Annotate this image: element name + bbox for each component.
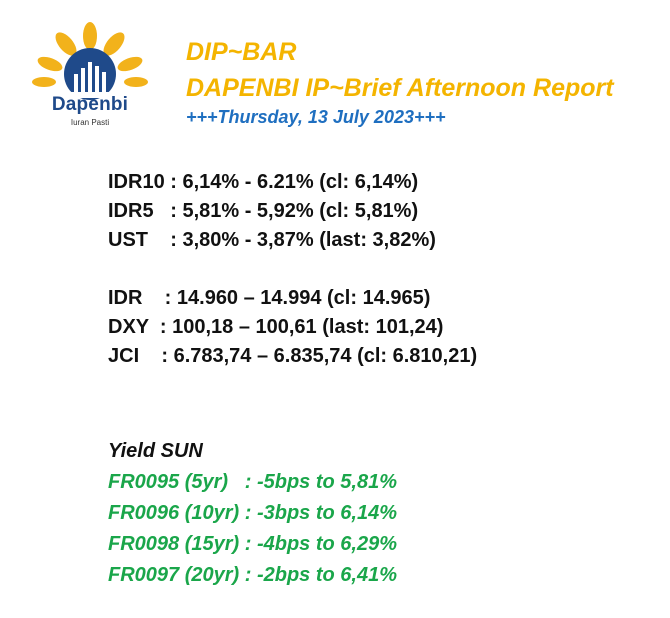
rate-row-idr5: IDR5 : 5,81% - 5,92% (cl: 5,81%)	[108, 200, 419, 222]
yield-row-fr0095: FR0095 (5yr) : -5bps to 5,81%	[108, 471, 397, 493]
sunburst-logo-icon	[32, 22, 148, 100]
rate-row-ust: UST : 3,80% - 3,87% (last: 3,82%)	[108, 229, 436, 251]
market-row-idr: IDR : 14.960 – 14.994 (cl: 14.965)	[108, 287, 431, 309]
report-title: DAPENBI IP~Brief Afternoon Report	[186, 74, 614, 102]
spacer	[108, 255, 477, 284]
logo-name: Dapenbi	[51, 94, 129, 115]
yield-heading: Yield SUN	[108, 440, 203, 462]
market-row-dxy: DXY : 100,18 – 100,61 (last: 101,24)	[108, 316, 444, 338]
logo-tagline: Iuran Pasti	[70, 118, 110, 127]
dapenbi-logo: Dapenbi Iuran Pasti	[28, 22, 164, 132]
report-date: +++Thursday, 13 July 2023+++	[186, 107, 446, 127]
rate-row-idr10: IDR10 : 6,14% - 6.21% (cl: 6,14%)	[108, 171, 419, 193]
yield-sun-block: Yield SUN FR0095 (5yr) : -5bps to 5,81% …	[108, 436, 397, 591]
report-code-title: DIP~BAR	[186, 38, 297, 66]
market-row-jci: JCI : 6.783,74 – 6.835,74 (cl: 6.810,21)	[108, 345, 478, 367]
yield-row-fr0098: FR0098 (15yr) : -4bps to 6,29%	[108, 533, 397, 555]
rates-block: IDR10 : 6,14% - 6.21% (cl: 6,14%) IDR5 :…	[108, 168, 477, 371]
yield-row-fr0096: FR0096 (10yr) : -3bps to 6,14%	[108, 502, 397, 524]
yield-row-fr0097: FR0097 (20yr) : -2bps to 6,41%	[108, 564, 397, 586]
